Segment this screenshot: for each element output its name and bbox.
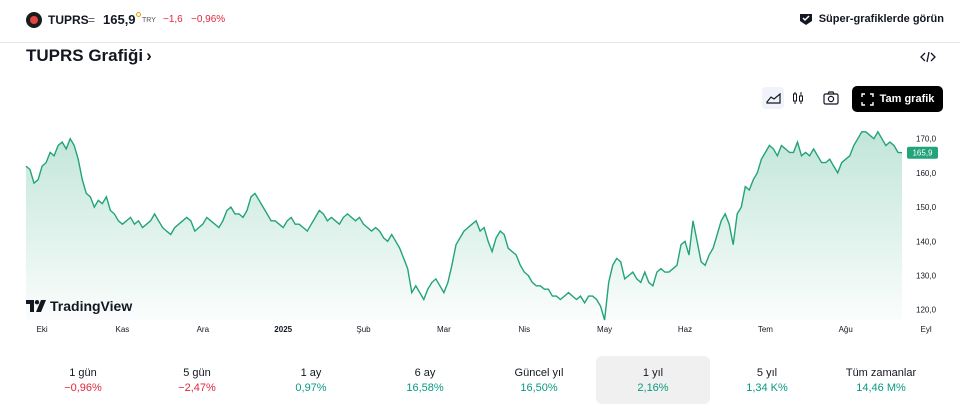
candlestick-button[interactable] bbox=[787, 87, 809, 109]
tradingview-wordmark: TradingView bbox=[50, 298, 133, 314]
last-price: 165,9 bbox=[103, 12, 136, 27]
period-change: 2,16% bbox=[637, 382, 669, 394]
x-tick-label: Nis bbox=[519, 325, 531, 334]
x-tick-label: Eki bbox=[37, 325, 48, 334]
candlestick-icon bbox=[793, 92, 803, 104]
tradingview-logo-icon bbox=[26, 300, 46, 312]
symbol-header-bar: TUPRS = 165,9 TRY −1,6 −0,96% Süper-graf… bbox=[0, 0, 960, 43]
currency-label: TRY bbox=[142, 17, 156, 24]
y-tick-label: 150,0 bbox=[916, 203, 937, 212]
period-label: 1 yıl bbox=[642, 367, 664, 379]
x-tick-label: 2025 bbox=[274, 325, 292, 334]
snapshot-button[interactable] bbox=[820, 87, 842, 109]
symbol-name[interactable]: TUPRS bbox=[48, 13, 89, 27]
y-tick-label: 130,0 bbox=[916, 272, 937, 281]
period-tab[interactable]: 6 ay 16,58% bbox=[368, 356, 482, 404]
performance-periods: 1 gün −0,96% 5 gün −2,47% 1 ay 0,97% 6 ay 16,58… bbox=[26, 356, 946, 404]
y-axis: 170,0 160,0 150,0 140,0 130,0 120,0 bbox=[916, 135, 937, 315]
period-tab[interactable]: 5 gün −2,47% bbox=[140, 356, 254, 404]
period-label: 1 ay bbox=[300, 367, 322, 379]
super-chart-link[interactable]: Süper-grafiklerde görün bbox=[799, 12, 944, 26]
fullscreen-icon bbox=[860, 92, 874, 106]
period-tab[interactable]: 1 ay 0,97% bbox=[254, 356, 368, 404]
x-tick-label: May bbox=[597, 325, 612, 334]
period-tab[interactable]: 5 yıl 1,34 K% bbox=[710, 356, 824, 404]
last-price-badge bbox=[907, 146, 938, 159]
period-change: 14,46 M% bbox=[856, 382, 906, 394]
price-line bbox=[25, 130, 903, 321]
period-change: 0,97% bbox=[295, 382, 327, 394]
embed-code-icon[interactable] bbox=[920, 50, 936, 64]
tuprs-logo-icon bbox=[26, 12, 42, 28]
last-price-marker: 165,9 bbox=[907, 146, 938, 159]
super-chart-label: Süper-grafiklerde görün bbox=[818, 13, 944, 25]
x-tick-label: Ara bbox=[197, 325, 210, 334]
period-label: Tüm zamanlar bbox=[845, 367, 917, 379]
x-axis: Eki Kas Ara 2025 Şub Mar Nis May Haz Tem Ağu Eyl bbox=[37, 325, 932, 334]
period-tab[interactable]: 1 yıl 2,16% bbox=[596, 356, 710, 404]
super-chart-icon bbox=[799, 14, 812, 25]
period-change: 16,58% bbox=[406, 382, 444, 394]
x-tick-label: Ağu bbox=[839, 325, 853, 334]
period-label: Güncel yıl bbox=[514, 367, 564, 379]
x-tick-label: Şub bbox=[356, 325, 371, 334]
chevron-right-icon: › bbox=[146, 46, 152, 65]
full-chart-button[interactable]: Tam grafik bbox=[852, 86, 943, 112]
y-tick-label: 170,0 bbox=[916, 135, 937, 144]
market-status-icon bbox=[136, 12, 141, 17]
y-tick-label: 160,0 bbox=[916, 169, 937, 178]
period-tab[interactable]: Güncel yıl 16,50% bbox=[482, 356, 596, 404]
x-tick-label: Haz bbox=[678, 325, 692, 334]
page-title-text: TUPRS Grafiği bbox=[26, 46, 144, 65]
period-change: 1,34 K% bbox=[746, 382, 788, 394]
period-tab[interactable]: Tüm zamanlar 14,46 M% bbox=[824, 356, 938, 404]
full-chart-label: Tam grafik bbox=[879, 93, 935, 105]
period-tab[interactable]: 1 gün −0,96% bbox=[26, 356, 140, 404]
period-change: 16,50% bbox=[520, 382, 558, 394]
period-label: 5 gün bbox=[183, 367, 211, 379]
camera-icon bbox=[823, 91, 839, 105]
x-tick-label: Mar bbox=[437, 325, 451, 334]
price-separator: = bbox=[88, 13, 96, 27]
y-tick-label: 120,0 bbox=[916, 306, 937, 315]
x-tick-label: Eyl bbox=[921, 325, 932, 334]
x-tick-label: Tem bbox=[758, 325, 773, 334]
price-change-percent: −0,96% bbox=[191, 14, 226, 25]
last-price-badge-label: 165,9 bbox=[912, 149, 933, 158]
area-chart-button[interactable] bbox=[762, 87, 784, 109]
page-title[interactable]: TUPRS Grafiği › bbox=[26, 46, 152, 66]
x-tick-label: Kas bbox=[116, 325, 130, 334]
price-change: −1,6 bbox=[163, 14, 183, 25]
period-label: 5 yıl bbox=[756, 367, 778, 379]
period-change: −0,96% bbox=[64, 382, 102, 394]
tradingview-logo[interactable]: TradingView bbox=[26, 298, 132, 314]
area-chart-icon bbox=[765, 92, 781, 104]
period-label: 6 ay bbox=[414, 367, 436, 379]
y-tick-label: 140,0 bbox=[916, 237, 937, 246]
price-chart[interactable]: 170,0 160,0 150,0 140,0 130,0 120,0 Eki Kas Ara… bbox=[0, 115, 960, 340]
price-area-fill bbox=[26, 131, 902, 320]
period-label: 1 gün bbox=[69, 367, 97, 379]
period-change: −2,47% bbox=[178, 382, 216, 394]
